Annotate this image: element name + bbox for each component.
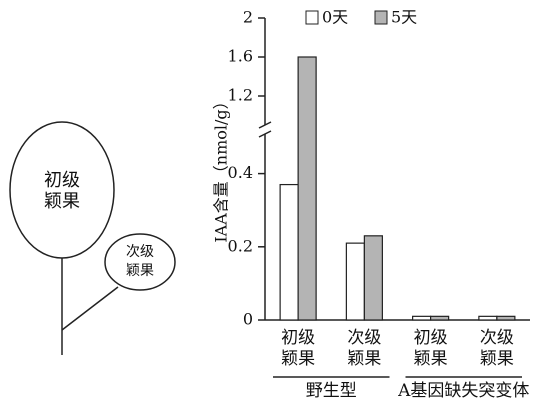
y-tick-label: 0 — [243, 310, 253, 329]
y-axis-label: IAA含量（nmol/g） — [212, 93, 231, 242]
axis-break-gap — [259, 125, 271, 134]
bar — [412, 315, 432, 321]
bar — [363, 235, 383, 321]
axis-break — [258, 121, 272, 129]
legend-swatch — [374, 10, 388, 25]
y-tick-label: 2 — [243, 8, 253, 27]
legend-swatch — [305, 10, 319, 25]
y-tick-label: 0.4 — [228, 163, 253, 182]
bar — [478, 315, 498, 321]
y-tick-label: 1.6 — [228, 47, 253, 66]
x-tick-label: 次级颖果 — [479, 328, 514, 369]
diagram-label: 初级颖果 — [44, 170, 80, 212]
bar — [297, 56, 317, 321]
group-label: A基因缺失突变体 — [398, 381, 530, 401]
secondary-grain-shape — [104, 233, 176, 291]
x-tick-label: 初级颖果 — [281, 328, 316, 369]
diagram-label: 次级颖果 — [126, 244, 154, 279]
y-tick-label: 0.2 — [228, 236, 253, 255]
legend-label: 0天 — [322, 8, 348, 27]
group-label: 野生型 — [305, 381, 357, 401]
bar — [279, 183, 299, 321]
y-tick-label: 1.2 — [228, 86, 253, 105]
bar — [430, 315, 450, 321]
plant-diagram — [9, 121, 176, 355]
axis-break — [258, 130, 272, 138]
legend-label: 5天 — [391, 8, 417, 27]
x-tick-label: 初级颖果 — [413, 328, 448, 369]
x-tick-label: 次级颖果 — [347, 328, 382, 369]
branch — [61, 286, 119, 331]
bar — [345, 242, 365, 321]
bar — [496, 315, 516, 321]
